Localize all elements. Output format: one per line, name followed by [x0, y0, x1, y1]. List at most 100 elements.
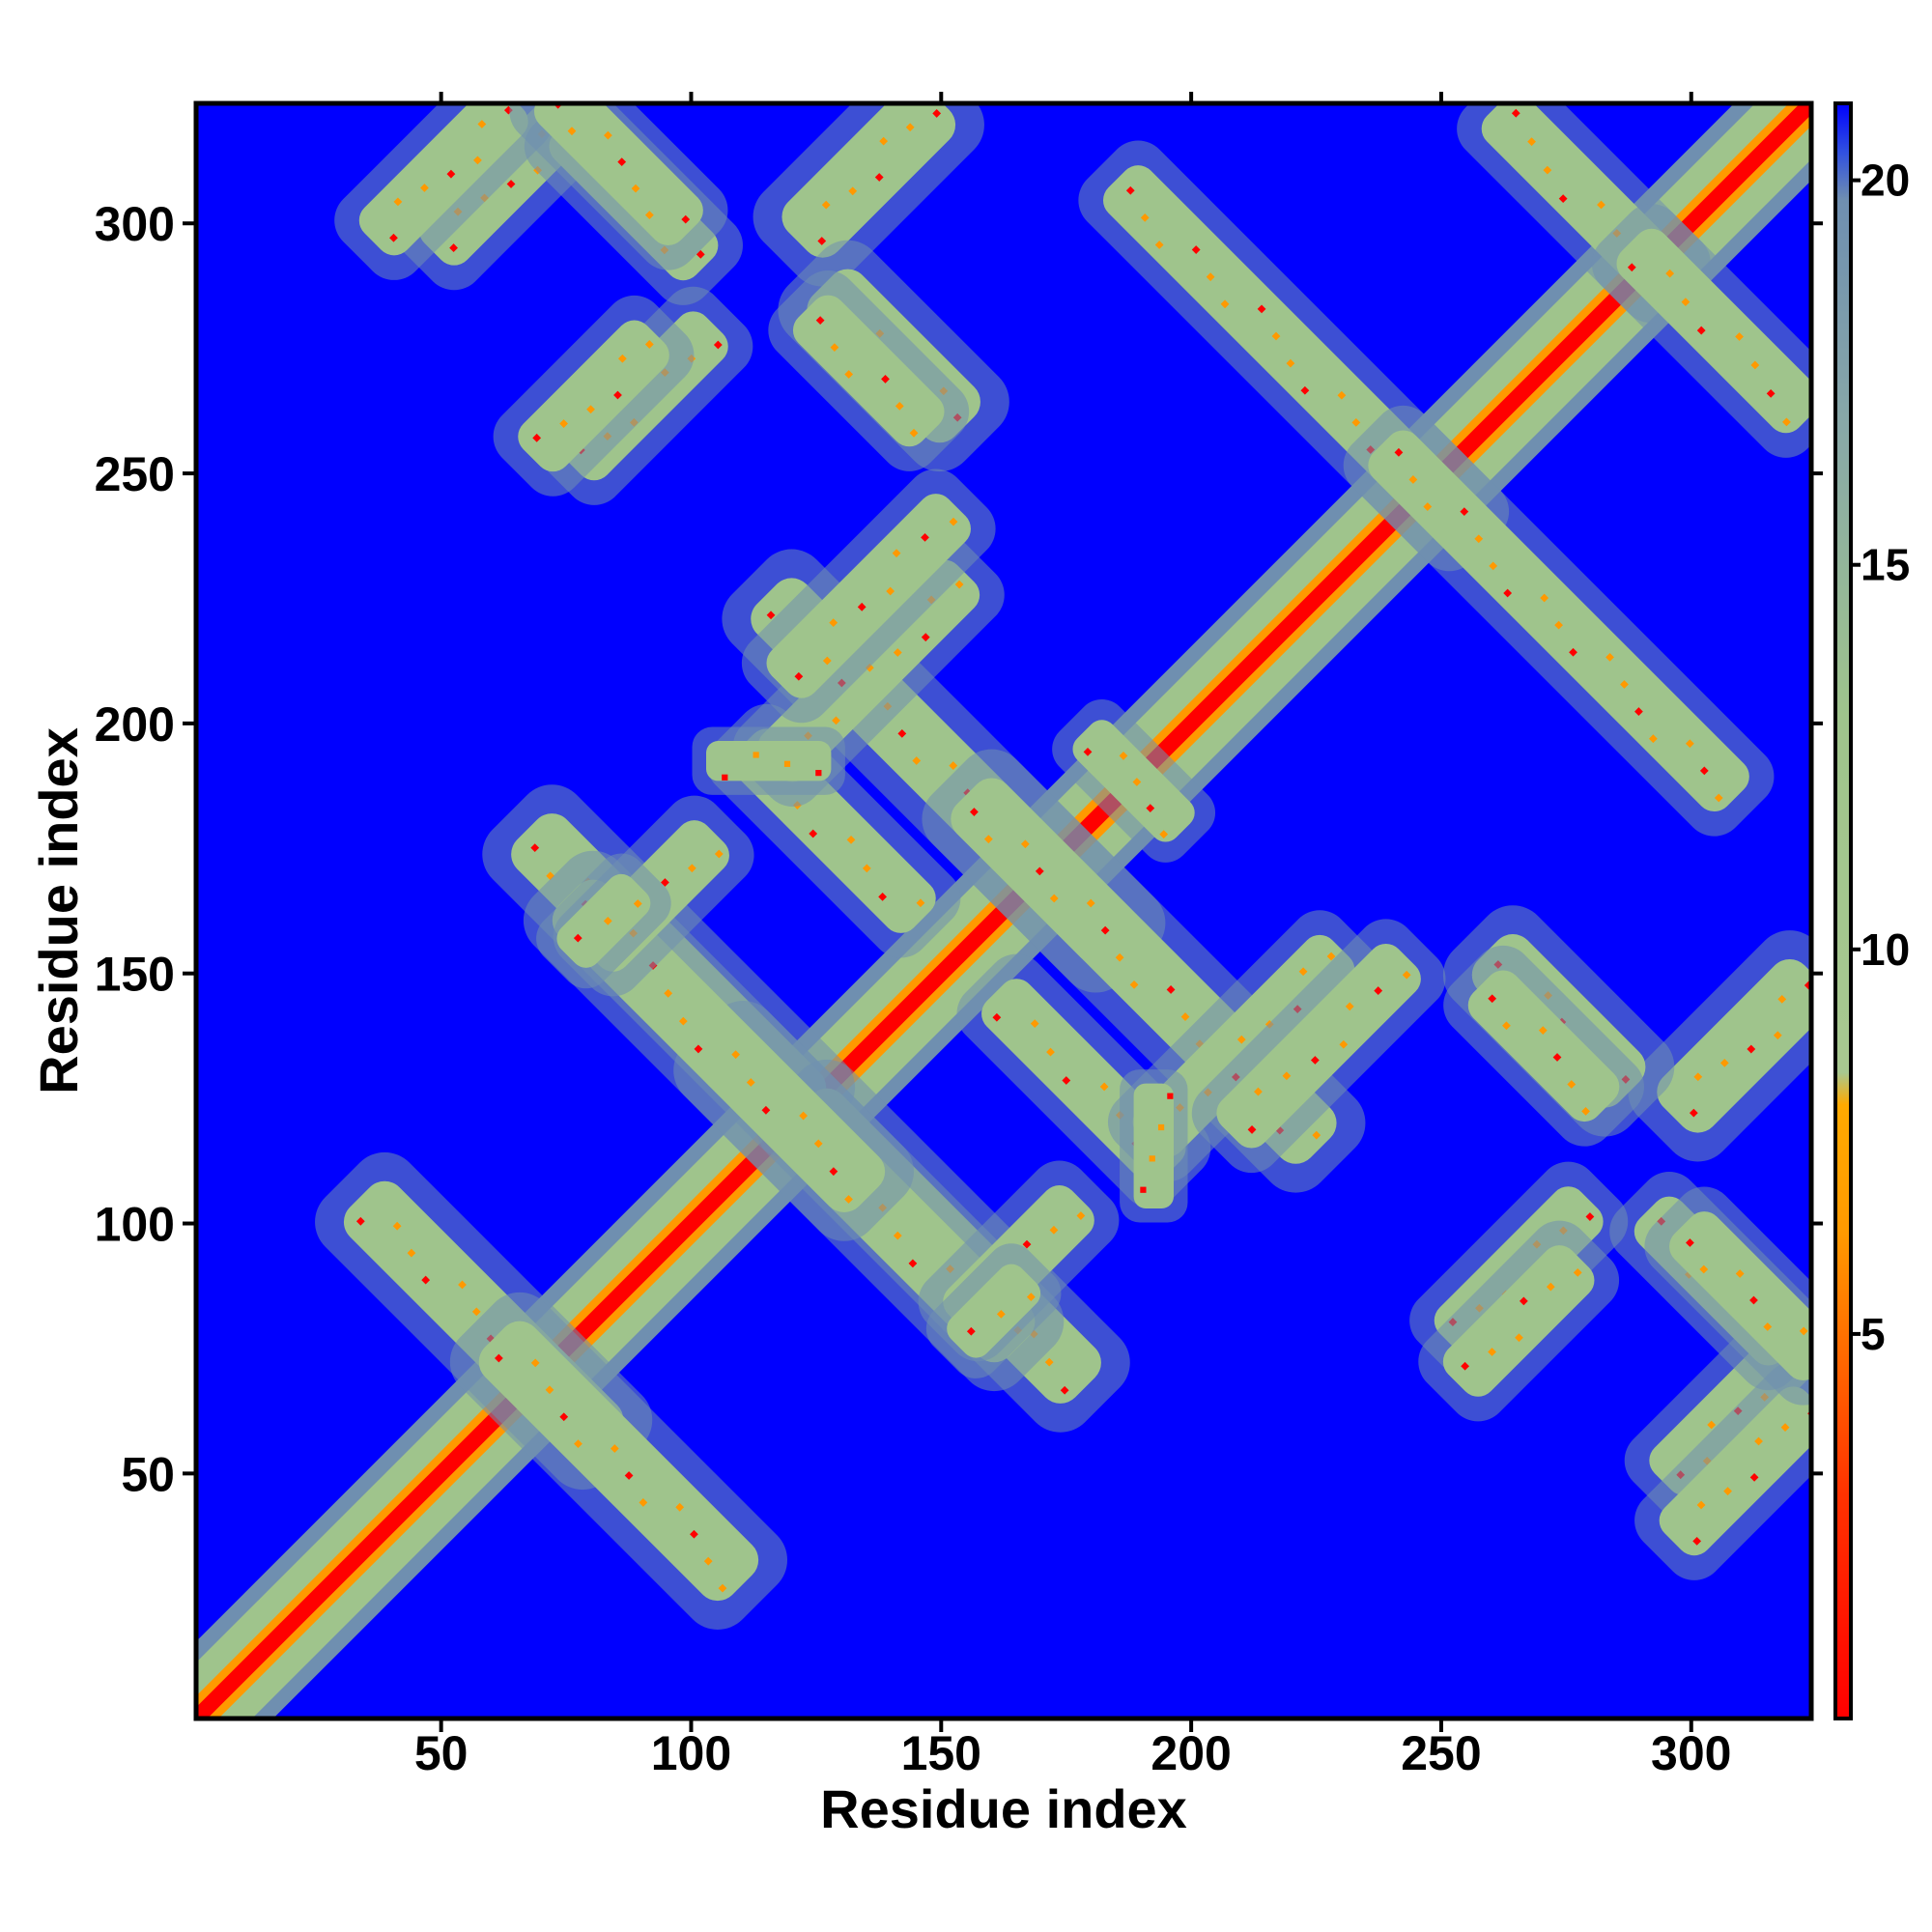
contact-band-core — [792, 295, 945, 447]
contact-cell — [1527, 137, 1536, 147]
contact-band-core — [1442, 1245, 1595, 1397]
contact-cell — [1552, 1053, 1562, 1062]
contact-cell — [1060, 1385, 1069, 1395]
contact-cell — [815, 770, 822, 777]
contact-band-core — [358, 103, 528, 256]
colorbar: 5 10 15 20 — [1833, 101, 1910, 1720]
contact-cell — [446, 169, 456, 179]
contact-cell — [1719, 1058, 1729, 1067]
y-axis: 50 100 150 200 250 300 — [95, 197, 1823, 1501]
contact-cell — [1685, 739, 1694, 749]
x-axis: 50 100 150 200 250 300 — [414, 92, 1731, 1780]
contact-cell — [722, 774, 728, 781]
colorbar-tick-label: 5 — [1861, 1309, 1886, 1359]
contact-cell — [1605, 652, 1614, 662]
contact-cell — [694, 1044, 703, 1054]
contact-cell — [1022, 1239, 1032, 1249]
colorbar-tick-label: 20 — [1861, 156, 1910, 206]
contact-cell — [1345, 1002, 1354, 1011]
contact-cell — [1777, 994, 1787, 1004]
contact-cell — [905, 123, 915, 132]
y-tick-label: 250 — [95, 447, 175, 501]
contact-cell — [1780, 1423, 1790, 1433]
x-tick-label: 200 — [1151, 1726, 1231, 1780]
contact-cell — [1339, 1039, 1349, 1049]
contact-cell — [567, 127, 577, 136]
x-tick-label: 150 — [901, 1726, 981, 1780]
contact-cell — [1813, 1353, 1822, 1362]
contact-cell — [661, 878, 669, 887]
contact-band-core — [706, 741, 832, 781]
contact-cell — [895, 401, 904, 411]
contact-cell — [1154, 241, 1164, 249]
contact-band — [1628, 930, 1811, 1162]
contact-cell — [949, 761, 958, 770]
x-tick-label: 50 — [414, 1726, 469, 1780]
contact-cell — [392, 1221, 402, 1231]
contact-cell — [844, 370, 854, 379]
y-tick-label: 300 — [95, 197, 175, 251]
contact-cell — [783, 760, 791, 767]
contact-cell — [1337, 390, 1347, 400]
contact-cell — [1766, 389, 1776, 398]
contact-band — [768, 270, 970, 471]
colorbar-tick-label: 10 — [1861, 924, 1910, 975]
contact-band-core — [757, 559, 980, 782]
contact-cell — [1286, 358, 1295, 368]
contact-band — [1343, 405, 1775, 837]
y-axis-title: Residue index — [28, 727, 89, 1094]
heatmap-cells — [196, 103, 1822, 1719]
x-tick-label: 300 — [1651, 1726, 1731, 1780]
contact-cell — [1298, 967, 1308, 977]
contact-cell — [675, 1502, 685, 1512]
contact-cell — [766, 611, 776, 620]
contact-band — [1591, 204, 1811, 458]
contact-cell — [1573, 1267, 1582, 1277]
contact-cell — [992, 1012, 1002, 1022]
contact-band-core — [1132, 934, 1355, 1157]
contact-cell — [1707, 1420, 1717, 1430]
contact-band-core — [1467, 970, 1620, 1122]
contact-cell — [954, 580, 964, 589]
colorbar-tick-label: 15 — [1861, 540, 1910, 590]
contact-cell — [559, 419, 568, 428]
contact-cell — [355, 1216, 365, 1226]
contact-cell — [420, 184, 429, 192]
contact-band — [1443, 945, 1644, 1147]
contact-cell — [874, 173, 884, 182]
contact-cell — [1300, 385, 1310, 395]
contact-cell — [1423, 502, 1433, 511]
contact-band-core — [1657, 958, 1811, 1133]
contact-band — [1052, 698, 1216, 863]
y-tick-label: 150 — [95, 948, 175, 1002]
contact-cell — [393, 197, 403, 207]
colorbar-ticks: 5 10 15 20 — [1851, 156, 1910, 1359]
contact-cell — [664, 988, 673, 998]
contact-cell — [1326, 952, 1336, 961]
colorbar-gradient — [1833, 101, 1853, 1720]
contact-cell — [1149, 1155, 1155, 1162]
contact-cell — [603, 916, 612, 925]
contact-band-core — [766, 494, 971, 698]
contact-cell — [921, 633, 930, 642]
contact-band-core — [1133, 1083, 1174, 1208]
contact-cell — [1543, 165, 1552, 175]
contact-cell — [1026, 1293, 1036, 1301]
contact-cell — [1030, 1019, 1039, 1029]
contact-cell — [1686, 1238, 1694, 1247]
contact-cell — [586, 405, 595, 414]
contact-cell — [1665, 269, 1675, 278]
contact-cell — [1157, 1123, 1165, 1131]
contact-band-core — [1616, 228, 1811, 434]
contact-cell — [421, 1275, 431, 1285]
contact-band — [925, 1243, 1062, 1378]
contact-cell — [753, 752, 759, 758]
contact-band — [509, 103, 728, 270]
contact-band — [1644, 1186, 1822, 1406]
contact-cell — [809, 829, 818, 838]
contact-band — [1418, 1220, 1620, 1422]
contact-band — [692, 726, 845, 795]
contact-band-core — [1368, 430, 1749, 812]
x-tick-label: 100 — [651, 1726, 731, 1780]
contact-cell — [1125, 185, 1135, 195]
